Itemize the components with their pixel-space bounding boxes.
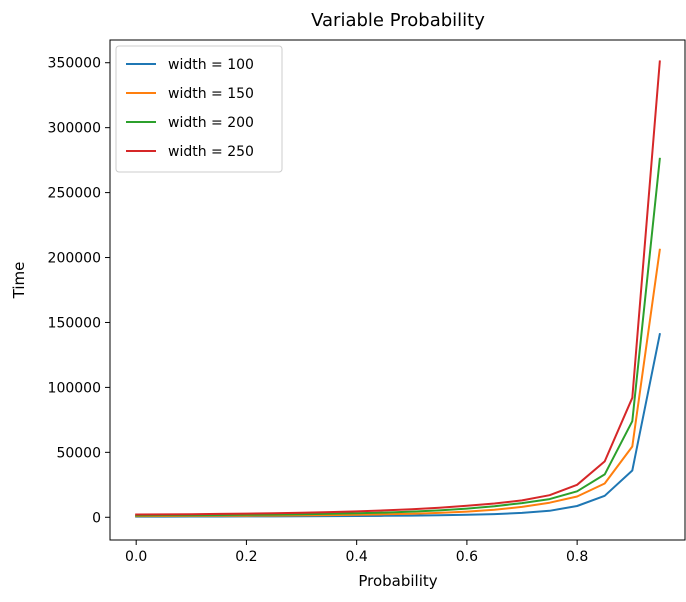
plot-layer: [135, 60, 661, 518]
legend-box: [115, 45, 283, 173]
series-line-width-150: [135, 248, 661, 518]
legend-entry-label: width = 150: [168, 86, 254, 102]
y-axis-label: Time: [10, 262, 28, 300]
legend-entry-label: width = 200: [168, 115, 254, 131]
x-tick-label: 0.8: [566, 549, 588, 565]
x-tick-label: 0.2: [235, 549, 257, 565]
tick-layer: 0.0 0.2 0.4 0.6 0.8 0 50000 100000 150000 200000 2…: [48, 56, 589, 565]
y-tick-label: 350000: [48, 56, 101, 72]
x-tick-label: 0.0: [125, 549, 147, 565]
legend-entry-label: width = 250: [168, 144, 254, 160]
legend: width = 100 width = 150 width = 200 width =…: [115, 45, 283, 173]
x-tick-label: 0.4: [346, 549, 368, 565]
y-tick-label: 0: [92, 510, 101, 526]
y-tick-label: 300000: [48, 121, 101, 137]
y-tick-label: 150000: [48, 315, 101, 331]
series-line-width-200: [135, 157, 661, 517]
plot-frame: [109, 39, 686, 541]
series-line-width-250: [135, 60, 661, 516]
x-axis-label: Probability: [358, 572, 437, 590]
legend-entry-label: width = 100: [168, 57, 254, 73]
y-tick-label: 250000: [48, 186, 101, 202]
y-tick-label: 100000: [48, 380, 101, 396]
y-tick-label: 50000: [56, 445, 101, 461]
x-tick-label: 0.6: [456, 549, 478, 565]
y-tick-label: 200000: [48, 251, 101, 267]
chart-title: Variable Probability: [311, 10, 485, 31]
